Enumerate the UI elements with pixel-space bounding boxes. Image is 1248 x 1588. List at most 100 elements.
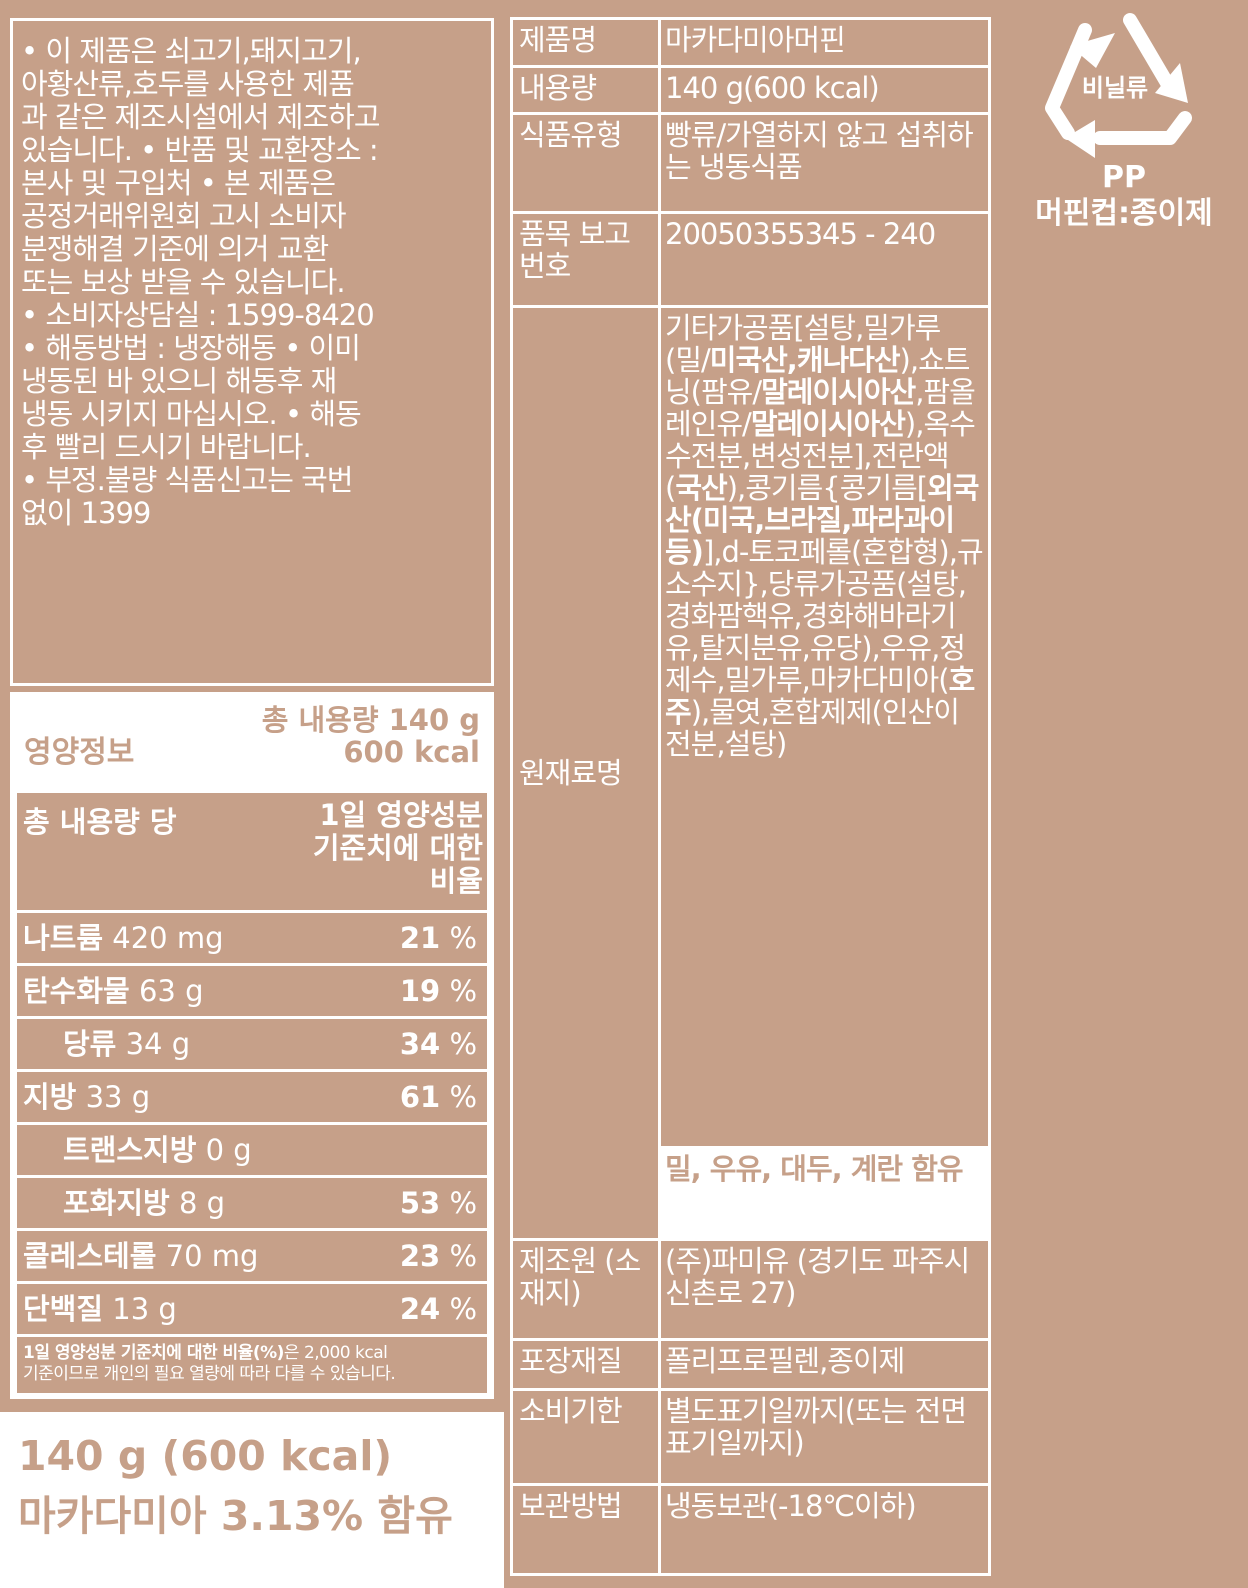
total-kcal: 600 kcal bbox=[343, 735, 480, 769]
info-value: 별도표기일까지(또는 전면표기일까지) bbox=[665, 1394, 967, 1460]
nutrient-amount: 33 g bbox=[85, 1080, 151, 1114]
ingredients-label: 원재료명 bbox=[513, 308, 661, 1238]
notice-line: • 이 제품은 쇠고기,돼지고기, bbox=[21, 34, 362, 68]
nutrition-facts: 영양정보 총 내용량 140 g 600 kcal 총 내용량 당 1일 영양성… bbox=[10, 692, 494, 1399]
nutrient-percent: 19 % bbox=[399, 974, 477, 1008]
nutrient-amount: 63 g bbox=[138, 974, 204, 1008]
nutrient-percent: 53 % bbox=[399, 1186, 477, 1220]
nutrition-table: 총 내용량 당 1일 영양성분 기준치에 대한 비율 나트륨 420 mg 21 … bbox=[17, 793, 487, 1393]
recycle-label: 비닐류 bbox=[1081, 74, 1149, 102]
info-label: 품목 보고번호 bbox=[513, 214, 661, 305]
ingredient-text: ),쇼트닝(팜유/ bbox=[665, 343, 970, 409]
allergy-notice: 밀, 우유, 대두, 계란 함유 bbox=[661, 1146, 988, 1238]
info-row: 포장재질 폴리프로필렌,종이제 bbox=[513, 1341, 988, 1391]
material-code: PP bbox=[1102, 160, 1146, 195]
nutrient-row: 포화지방 8 g 53 % bbox=[17, 1178, 487, 1231]
notice-line: 냉동된 바 있으니 해동후 재 bbox=[21, 364, 337, 398]
ingredient-text: ],d-토코페롤(혼합형),규소수지},당류가공품(설탕,경화팜핵유,경화해바라… bbox=[665, 535, 984, 697]
nutrition-total: 총 내용량 140 g 600 kcal bbox=[262, 704, 480, 768]
notice-line: • 부정.불량 식품신고는 국번 bbox=[21, 463, 353, 497]
info-value: 빵류/가열하지 않고 섭취하는 냉동식품 bbox=[665, 118, 974, 184]
nutrition-title: 영양정보 bbox=[24, 735, 135, 770]
notice-line: 아황산류,호두를 사용한 제품 bbox=[21, 67, 355, 101]
nutrient-name: 콜레스테롤 bbox=[23, 1239, 157, 1273]
notice-line: 공정거래위원회 고시 소비자 bbox=[21, 199, 347, 233]
info-value: 140 g(600 kcal) bbox=[665, 71, 880, 105]
notice-line: • 소비자상담실 : 1599-8420 bbox=[21, 298, 375, 332]
info-label: 내용량 bbox=[513, 68, 661, 112]
footnote-bold: 1일 영양성분 기준치에 대한 비율(%) bbox=[23, 1343, 284, 1363]
info-row: 내용량 140 g(600 kcal) bbox=[513, 68, 988, 115]
header-right: 1일 영양성분 기준치에 대한 비율 bbox=[313, 799, 483, 898]
nutrient-name: 지방 bbox=[23, 1080, 77, 1114]
info-label: 포장재질 bbox=[513, 1341, 661, 1388]
info-row: 소비기한 별도표기일까지(또는 전면표기일까지) bbox=[513, 1391, 988, 1486]
nutrient-amount: 0 g bbox=[205, 1133, 252, 1167]
nutrient-name: 당류 bbox=[63, 1027, 117, 1061]
nutrient-name: 트랜스지방 bbox=[63, 1133, 197, 1167]
info-row: 품목 보고번호 20050355345 - 240 bbox=[513, 214, 988, 308]
info-value: 20050355345 - 240 bbox=[665, 217, 936, 251]
summary-weight: 140 g (600 kcal) bbox=[18, 1432, 393, 1480]
info-label: 소비기한 bbox=[513, 1391, 661, 1483]
info-row: 제조원 (소재지) (주)파미유 (경기도 파주시 신촌로 27) bbox=[513, 1241, 988, 1341]
nutrient-percent: 34 % bbox=[399, 1027, 477, 1061]
nutrient-percent: 61 % bbox=[399, 1080, 477, 1114]
notice-line: 또는 보상 받을 수 있습니다. bbox=[21, 265, 346, 299]
ingredient-text: 미국산,캐나다산 bbox=[709, 343, 901, 377]
info-label: 보관방법 bbox=[513, 1486, 661, 1573]
notice-line: 과 같은 제조시설에서 제조하고 bbox=[21, 100, 381, 134]
info-label: 식품유형 bbox=[513, 115, 661, 211]
ingredient-text: 국산 bbox=[675, 471, 727, 505]
summary-macadamia: 마카다미아 3.13% 함유 bbox=[18, 1492, 453, 1540]
ingredient-text: ),콩기름{콩기름[ bbox=[726, 471, 928, 505]
info-value: (주)파미유 (경기도 파주시 신촌로 27) bbox=[665, 1244, 970, 1310]
notice-line: • 해동방법 : 냉장해동 • 이미 bbox=[21, 331, 361, 365]
nutrition-header: 총 내용량 당 1일 영양성분 기준치에 대한 비율 bbox=[17, 793, 487, 913]
ingredient-text: 호주 bbox=[665, 663, 975, 729]
info-value: 냉동보관(-18℃이하) bbox=[665, 1489, 917, 1523]
footnote-rest: 은 2,000 kcal bbox=[283, 1343, 388, 1363]
notice-line: 있습니다. • 반품 및 교환장소 : bbox=[21, 133, 379, 167]
header-left: 총 내용량 당 bbox=[23, 805, 177, 839]
cup-material: 머핀컵:종이제 bbox=[1035, 196, 1213, 231]
nutrient-row: 나트륨 420 mg 21 % bbox=[17, 913, 487, 966]
notice-box: • 이 제품은 쇠고기,돼지고기, 아황산류,호두를 사용한 제품 과 같은 제조시… bbox=[10, 18, 494, 686]
notice-line: 없이 1399 bbox=[21, 496, 151, 530]
nutrient-row: 단백질 13 g 24 % bbox=[17, 1284, 487, 1337]
ingredient-text: ),물엿,혼합제제(인산이전분,설탕) bbox=[665, 695, 960, 761]
nutrient-name: 단백질 bbox=[23, 1292, 104, 1326]
nutrient-amount: 34 g bbox=[125, 1027, 191, 1061]
ingredient-text: 말레이시아산 bbox=[750, 407, 906, 441]
notice-line: 본사 및 구입처 • 본 제품은 bbox=[21, 166, 336, 200]
nutrient-name: 나트륨 bbox=[23, 921, 104, 955]
nutrient-amount: 13 g bbox=[112, 1292, 177, 1326]
product-info-table: 제품명 마카다미아머핀 내용량 140 g(600 kcal) 식품유형 빵류/가열하지 … bbox=[510, 17, 991, 1576]
nutrient-row: 지방 33 g 61 % bbox=[17, 1072, 487, 1125]
nutrient-percent: 24 % bbox=[399, 1292, 477, 1326]
ingredient-text: 말레이시아산 bbox=[761, 375, 916, 409]
nutrient-amount: 420 mg bbox=[112, 921, 224, 955]
bottom-summary: 140 g (600 kcal) 마카다미아 3.13% 함유 bbox=[0, 1412, 504, 1588]
info-row: 식품유형 빵류/가열하지 않고 섭취하는 냉동식품 bbox=[513, 115, 988, 214]
info-label: 제품명 bbox=[513, 20, 661, 65]
info-value: 마카다미아머핀 bbox=[665, 23, 846, 57]
nutrient-row: 당류 34 g 34 % bbox=[17, 1019, 487, 1072]
nutrient-amount: 70 mg bbox=[165, 1239, 259, 1273]
packaging-material: PP 머핀컵:종이제 bbox=[1000, 160, 1248, 232]
ingredient-text: ,팜올레인유/ bbox=[665, 375, 976, 441]
ingredient-text: ),옥수수전분,변성전분],전란액( bbox=[665, 407, 976, 505]
nutrient-percent: 21 % bbox=[399, 921, 477, 955]
nutrient-percent: 23 % bbox=[399, 1239, 477, 1273]
header-right-line: 1일 영양성분 bbox=[319, 798, 483, 832]
total-amount: 총 내용량 140 g bbox=[261, 703, 480, 737]
footnote-line2: 기준이므로 개인의 필요 열량에 따라 다를 수 있습니다. bbox=[23, 1364, 396, 1384]
info-row: 보관방법 냉동보관(-18℃이하) bbox=[513, 1486, 988, 1576]
nutrition-footnote: 1일 영양성분 기준치에 대한 비율(%)은 2,000 kcal 기준이므로 … bbox=[17, 1337, 487, 1391]
info-row: 제품명 마카다미아머핀 bbox=[513, 20, 988, 68]
nutrient-name: 탄수화물 bbox=[23, 974, 130, 1008]
nutrient-row: 콜레스테롤 70 mg 23 % bbox=[17, 1231, 487, 1284]
info-value: 폴리프로필렌,종이제 bbox=[665, 1344, 905, 1378]
nutrient-amount: 8 g bbox=[178, 1186, 226, 1220]
notice-line: 냉동 시키지 마십시오. • 해동 bbox=[21, 397, 362, 431]
